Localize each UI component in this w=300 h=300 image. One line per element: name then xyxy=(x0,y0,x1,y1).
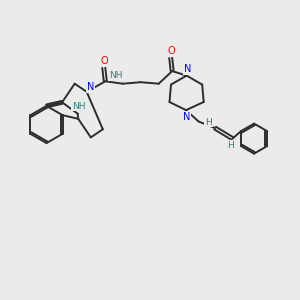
Text: H: H xyxy=(228,141,234,150)
Text: O: O xyxy=(167,46,175,56)
Text: N: N xyxy=(184,64,191,74)
Text: NH: NH xyxy=(72,102,86,111)
Text: H: H xyxy=(205,118,212,127)
Text: NH: NH xyxy=(109,71,122,80)
Text: O: O xyxy=(100,56,108,66)
Text: N: N xyxy=(87,82,94,92)
Text: N: N xyxy=(183,112,190,122)
